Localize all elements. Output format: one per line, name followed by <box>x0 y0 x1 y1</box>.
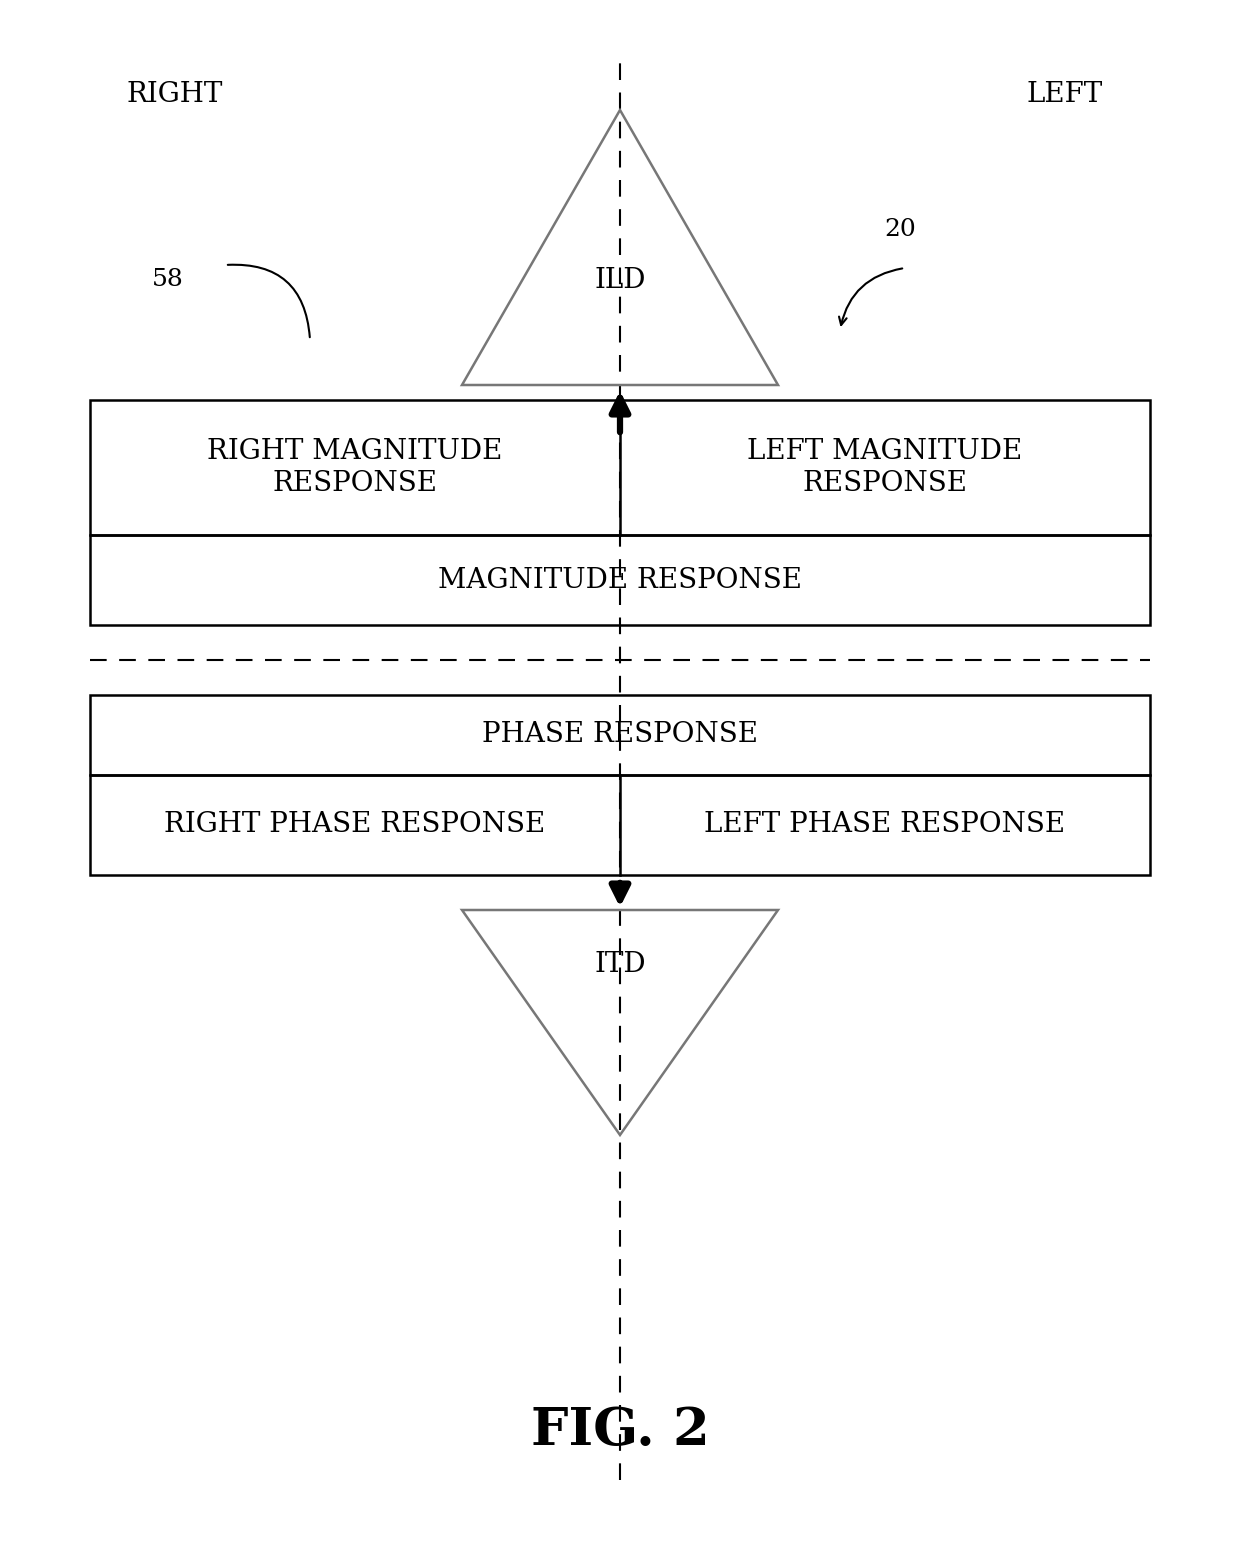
Text: FIG. 2: FIG. 2 <box>531 1405 709 1456</box>
Text: 58: 58 <box>153 268 184 291</box>
Text: RIGHT MAGNITUDE
RESPONSE: RIGHT MAGNITUDE RESPONSE <box>207 438 502 497</box>
Text: MAGNITUDE RESPONSE: MAGNITUDE RESPONSE <box>438 566 802 594</box>
Text: LEFT PHASE RESPONSE: LEFT PHASE RESPONSE <box>704 811 1065 839</box>
Text: RIGHT PHASE RESPONSE: RIGHT PHASE RESPONSE <box>165 811 546 839</box>
Text: RIGHT: RIGHT <box>126 82 223 108</box>
Bar <box>91 399 1149 535</box>
Text: PHASE RESPONSE: PHASE RESPONSE <box>482 722 758 748</box>
Text: LEFT: LEFT <box>1027 82 1104 108</box>
Text: ILD: ILD <box>594 267 646 295</box>
Text: ITD: ITD <box>594 951 646 979</box>
Bar <box>91 695 1149 776</box>
Bar <box>91 776 1149 874</box>
Text: 20: 20 <box>884 219 916 242</box>
Text: LEFT MAGNITUDE
RESPONSE: LEFT MAGNITUDE RESPONSE <box>748 438 1023 497</box>
Bar <box>91 535 1149 625</box>
